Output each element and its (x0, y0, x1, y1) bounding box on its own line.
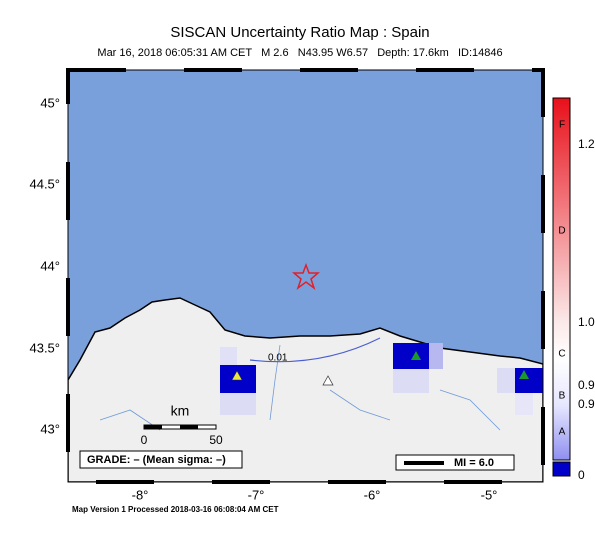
grade-box (79, 450, 243, 469)
title: SISCAN Uncertainty Ratio Map : Spain (170, 24, 429, 41)
station (411, 351, 421, 360)
lat-axis: 45° 44.5° 44° 43.5° 43° (29, 95, 60, 436)
lon-label: -7° (248, 487, 265, 502)
colorbar-floor (552, 461, 571, 477)
footer: Map Version 1 Processed 2018-03-16 06:08… (72, 505, 279, 514)
subtitle: Mar 16, 2018 06:05:31 AM CET M 2.6 N43.9… (97, 47, 502, 59)
rivers (99, 344, 501, 431)
lat-label: 45° (40, 95, 60, 110)
contour (249, 337, 381, 363)
grade-letter: F (559, 120, 565, 131)
grade-letter: C (558, 349, 565, 360)
colorbar (552, 97, 571, 461)
mi-box (395, 454, 515, 471)
grade-letter: A (559, 427, 566, 438)
station (322, 375, 334, 386)
lon-label: -5° (481, 487, 498, 502)
scale-label: 0 (141, 433, 148, 447)
map-border (67, 69, 544, 483)
lat-label: 44.5° (29, 176, 60, 191)
colorbar-value: 1.2 (578, 137, 595, 151)
station (231, 370, 243, 381)
station (519, 370, 529, 379)
lon-label: -6° (364, 487, 381, 502)
colorbar-value: 1.0 (578, 315, 595, 329)
scale-rule (144, 425, 162, 429)
grade-letter: D (558, 226, 565, 237)
mi-text: MI = 6.0 (454, 457, 494, 469)
scale-bar: km 0 50 (141, 403, 223, 447)
colorbar-values: 1.2 1.0 0.9 0.9 0 (578, 137, 595, 482)
map-area: 0.01 (68, 70, 543, 482)
lon-label: -8° (132, 487, 149, 502)
lat-label: 43.5° (29, 340, 60, 355)
mi-line (404, 461, 444, 465)
grade-letter: B (559, 391, 566, 402)
lat-label: 43° (40, 421, 60, 436)
scale-label: 50 (209, 433, 223, 447)
grade-text: GRADE: – (Mean sigma: –) (87, 454, 226, 466)
colorbar-value: 0.9 (578, 397, 595, 411)
epicenter (291, 262, 321, 291)
scale-unit: km (171, 403, 190, 419)
colorbar-value: 0.9 (578, 378, 595, 392)
lat-label: 44° (40, 258, 60, 273)
colorbar-letters: F D C B A (558, 120, 565, 438)
scale-rule (180, 425, 198, 429)
colorbar-value: 0 (578, 468, 585, 482)
contour-label: 0.01 (268, 353, 288, 364)
lon-axis: -8° -7° -6° -5° (132, 487, 498, 502)
